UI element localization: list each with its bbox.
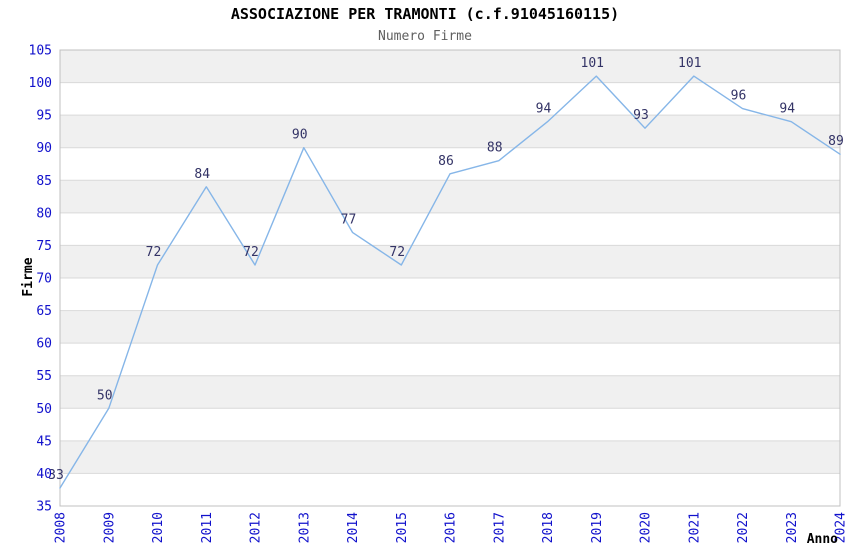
y-tick-label: 70	[36, 272, 52, 287]
plot-band	[60, 50, 840, 83]
x-tick-label: 2023	[785, 512, 800, 543]
data-point-label: 86	[438, 154, 454, 169]
y-tick-label: 45	[36, 434, 52, 449]
y-tick-label: 65	[36, 304, 52, 319]
chart-line	[59, 75, 841, 489]
x-tick-label: 2015	[395, 512, 410, 543]
y-tick-label: 95	[36, 109, 52, 124]
plot-band	[60, 115, 840, 148]
data-point-label: 94	[536, 102, 552, 117]
x-tick-label: 2020	[639, 512, 654, 543]
x-tick-label: 2012	[249, 512, 264, 543]
data-series	[59, 75, 841, 489]
y-tick-label: 55	[36, 369, 52, 384]
data-point-label: 94	[779, 102, 795, 117]
data-point-label: 96	[731, 89, 747, 104]
data-point-label: 84	[194, 167, 210, 182]
data-point-label: 50	[97, 388, 113, 403]
chart-title: ASSOCIAZIONE PER TRAMONTI (c.f.910451601…	[231, 5, 619, 23]
data-point-label: 33	[48, 468, 64, 483]
x-tick-label: 2024	[834, 512, 849, 543]
data-point-label: 89	[828, 134, 844, 149]
y-tick-label: 50	[36, 402, 52, 417]
y-axis-tick-labels: 35 40 45 50 55 60 65 70 75 80 85 90 95 100 105	[29, 44, 52, 515]
y-tick-label: 85	[36, 174, 52, 189]
x-tick-label: 2017	[492, 512, 507, 543]
data-point-label: 72	[389, 245, 405, 260]
y-axis-title: Firme	[21, 257, 36, 296]
x-tick-label: 2021	[687, 512, 702, 543]
x-tick-label: 2018	[541, 512, 556, 543]
data-point-label: 90	[292, 128, 308, 143]
x-tick-label: 2014	[346, 512, 361, 543]
data-point-label: 101	[678, 56, 701, 71]
y-tick-label: 75	[36, 239, 52, 254]
data-point-label: 101	[581, 56, 604, 71]
x-tick-label: 2009	[102, 512, 117, 543]
y-tick-label: 90	[36, 141, 52, 156]
x-tick-label: 2016	[444, 512, 459, 543]
data-point-label: 77	[341, 212, 357, 227]
plot-band	[60, 310, 840, 344]
y-tick-label: 100	[29, 76, 52, 91]
data-point-label: 72	[243, 245, 259, 260]
plot-band	[60, 440, 840, 474]
x-tick-label: 2022	[736, 512, 751, 543]
x-tick-label: 2019	[590, 512, 605, 543]
plot-band	[60, 375, 840, 409]
y-tick-label: 60	[36, 337, 52, 352]
gridlines	[60, 49, 840, 507]
x-axis-title: Anno	[807, 532, 838, 547]
x-tick-label: 2010	[151, 512, 166, 543]
x-tick-label: 2013	[297, 512, 312, 543]
y-tick-label: 105	[29, 44, 52, 59]
y-tick-label: 35	[36, 500, 52, 515]
data-point-label: 72	[146, 245, 162, 260]
chart-subtitle: Numero Firme	[378, 29, 472, 44]
y-tick-label: 80	[36, 206, 52, 221]
x-axis-tick-labels: 2008 2009 2010 2011 2012 2013 2014 2015 2016 2017…	[54, 512, 849, 543]
x-tick-label: 2011	[200, 512, 215, 543]
x-tick-label: 2008	[54, 512, 69, 543]
plot-band	[60, 245, 840, 278]
data-point-label: 88	[487, 141, 503, 156]
data-point-label: 93	[633, 108, 649, 123]
plot-band	[60, 180, 840, 213]
data-point-labels: 33 50 72 84 72 90 77 72 86 88 94 101 93 101 96 94 89	[48, 56, 844, 483]
y-tick-label: 40	[36, 467, 52, 482]
plot-bands	[60, 50, 840, 474]
plot-border	[59, 49, 841, 507]
